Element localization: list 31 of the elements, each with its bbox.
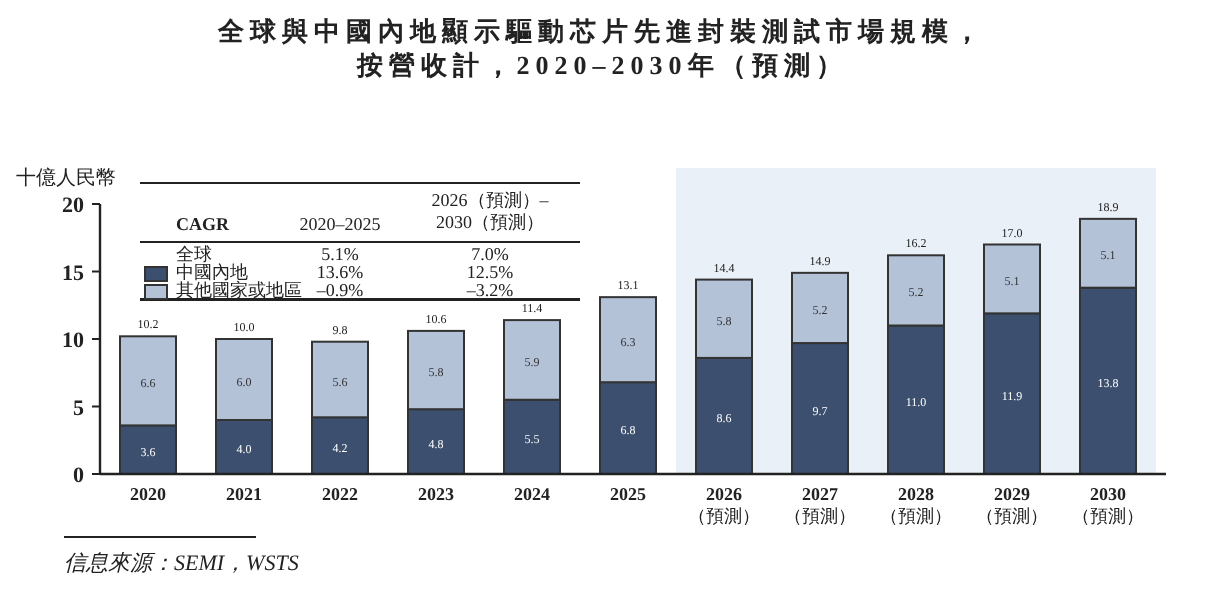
y-axis-title: 十億人民幣 [16,166,116,190]
x-tick-label: 2030（預測） [1070,484,1146,528]
text: 信息來源：SEMI，WSTS [64,550,299,578]
annotation: 2026（預測）– 2030（預測） [430,190,550,234]
x-tick-label: 2027（預測） [782,484,858,528]
x-tick-label: 2029（預測） [974,484,1050,528]
x-tick-label: 2028（預測） [878,484,954,528]
annotation: 12.5% [464,262,516,282]
annotation: –3.2% [464,280,516,300]
annotation: –0.9% [316,280,364,300]
x-tick-label: 2022 [320,484,360,506]
x-tick-label: 2026（預測） [686,484,762,528]
y-tick-label: 0 [73,464,85,488]
x-tick-label: 2025 [608,484,648,506]
y-tick-label: 15 [62,261,85,286]
x-tick-label: 2023 [416,484,456,506]
annotation: 13.6% [314,262,366,282]
annotation: CAGR [176,214,229,234]
x-tick-label: 2020 [128,484,168,506]
legend-label: 中國內地 [176,262,248,282]
y-tick-label: 5 [73,396,85,421]
y-tick-label: 10 [62,329,85,353]
annotation: 2020–2025 [297,214,383,234]
y-tick-label: 20 [62,194,85,218]
legend-label: 其他國家或地區 [176,280,302,300]
chart-title: 全球與中國內地顯示驅動芯片先進封裝測試市場規模，按營收計，2020–2030年（預測） [216,14,988,82]
x-tick-label: 2024 [512,484,552,506]
x-tick-label: 2021 [224,484,264,506]
annotation: 5.1% [319,244,361,264]
annotation: 7.0% [469,244,511,264]
annotation: 全球 [176,244,212,264]
